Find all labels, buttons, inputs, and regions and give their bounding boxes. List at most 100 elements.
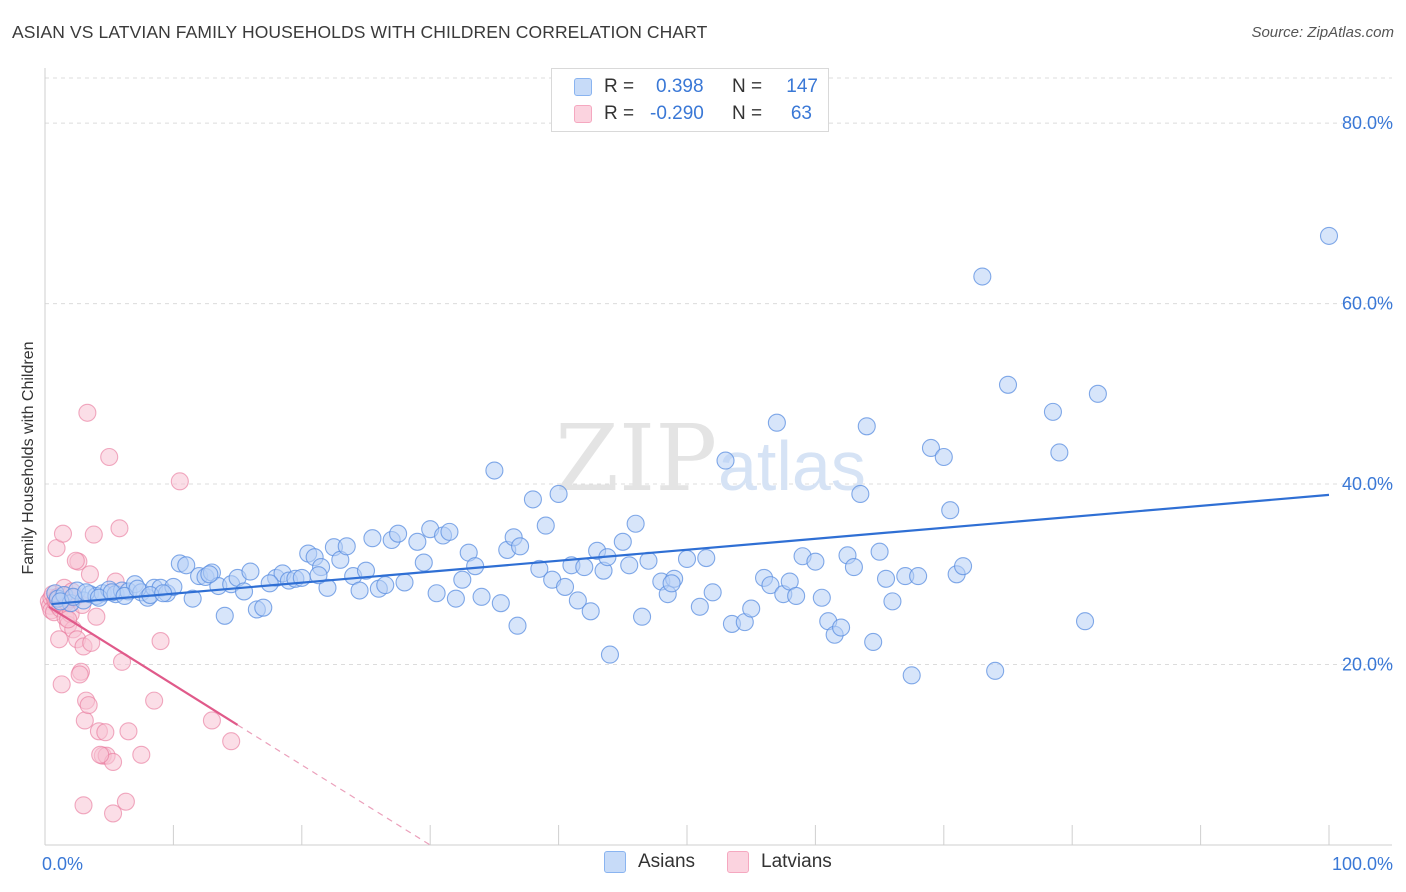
legend-row-asians: R = 0.398 N = 147	[574, 74, 818, 100]
series-swatch-asians	[604, 851, 626, 873]
asian-point	[395, 573, 414, 592]
x-tick-label: 100.0%	[1332, 854, 1393, 874]
latvian-point	[74, 796, 93, 815]
asian-point	[581, 602, 600, 621]
asian-point	[427, 584, 446, 603]
legend-n-value: 63	[790, 103, 812, 124]
asian-points	[46, 226, 1339, 685]
asian-point	[350, 581, 369, 600]
asian-point	[716, 451, 735, 470]
latvian-point	[91, 745, 110, 764]
legend-swatch-asians	[574, 78, 592, 96]
asian-point	[337, 537, 356, 556]
asian-point	[568, 591, 587, 610]
asian-point	[703, 583, 722, 602]
asian-point	[941, 501, 960, 520]
legend-row-latvians: R = -0.290 N = 63	[574, 101, 812, 127]
latvians-trend-extension	[237, 724, 431, 846]
asian-point	[1319, 226, 1339, 245]
asian-point	[309, 566, 328, 585]
asian-point	[934, 447, 953, 467]
asian-point	[183, 589, 202, 608]
series-swatch-latvians	[727, 851, 749, 873]
latvian-point	[78, 403, 97, 422]
latvian-points	[39, 403, 241, 823]
y-tick-label: 40.0%	[1342, 474, 1393, 494]
asian-point	[1088, 384, 1107, 403]
series-legend: Asians Latvians	[0, 851, 1406, 879]
latvian-point	[119, 722, 138, 741]
legend-r-label: R =	[604, 103, 635, 124]
asian-point	[857, 417, 876, 436]
asian-point	[1075, 612, 1095, 631]
y-tick-label: 80.0%	[1342, 113, 1393, 133]
asian-point	[575, 558, 594, 577]
asian-point	[440, 522, 459, 541]
latvian-point	[96, 723, 115, 742]
latvian-point	[202, 711, 221, 730]
asian-point	[876, 569, 896, 588]
asian-point	[742, 599, 761, 618]
asian-point	[555, 577, 575, 596]
asian-point	[787, 586, 806, 606]
asian-point	[870, 542, 889, 561]
latvian-point	[52, 675, 71, 694]
series-legend-asians: Asians	[604, 851, 695, 873]
series-label-latvians: Latvians	[761, 851, 832, 872]
asians-trend-line	[51, 493, 1330, 606]
tick-labels: 20.0% 40.0% 60.0% 80.0% 0.0% 100.0%	[42, 113, 1393, 874]
regression-lines	[48, 493, 1330, 846]
asian-point	[851, 484, 870, 504]
asian-point	[260, 574, 279, 593]
latvian-point	[222, 732, 241, 751]
asian-point	[677, 549, 697, 569]
asian-point	[376, 576, 395, 595]
asian-point	[414, 553, 433, 572]
correlation-legend: R = 0.398 N = 147 R = -0.290 N = 63	[551, 68, 829, 132]
asian-point	[453, 570, 472, 589]
y-tick-label: 60.0%	[1342, 294, 1393, 314]
asian-point	[511, 537, 530, 556]
asian-point	[200, 565, 219, 584]
legend-r-label: R =	[604, 76, 635, 97]
legend-r-value: 0.398	[656, 76, 704, 97]
latvian-point	[145, 691, 164, 710]
latvian-point	[100, 447, 119, 467]
asian-point	[909, 567, 928, 586]
asian-point	[998, 375, 1018, 394]
latvian-point	[104, 804, 123, 823]
asian-point	[523, 490, 542, 509]
asian-point	[832, 618, 851, 637]
y-axis-label: Family Households with Children	[20, 342, 37, 575]
asian-point	[626, 514, 645, 533]
asian-point	[177, 556, 196, 575]
latvian-point	[87, 607, 106, 626]
asian-point	[973, 267, 992, 286]
asian-point	[639, 551, 658, 570]
asian-point	[633, 607, 652, 626]
asian-point	[697, 549, 716, 568]
asian-point	[844, 558, 863, 577]
asian-point	[408, 532, 427, 551]
asian-point	[491, 594, 510, 613]
asian-point	[600, 645, 620, 664]
asian-point	[215, 606, 234, 625]
asian-point	[389, 524, 408, 543]
asian-point	[761, 576, 780, 595]
asian-point	[620, 556, 639, 575]
asian-point	[690, 597, 709, 616]
asian-point	[508, 616, 527, 635]
watermark-atlas: atlas	[718, 427, 866, 505]
latvian-point	[80, 565, 99, 584]
asian-point	[767, 413, 786, 432]
latvian-point	[66, 551, 85, 570]
asian-point	[241, 562, 260, 581]
asian-point	[536, 516, 555, 535]
asian-point	[254, 598, 273, 617]
asian-point	[466, 557, 485, 576]
asian-point	[613, 532, 632, 551]
asian-point	[662, 574, 681, 593]
asian-point	[806, 552, 825, 571]
asian-point	[1043, 402, 1062, 421]
